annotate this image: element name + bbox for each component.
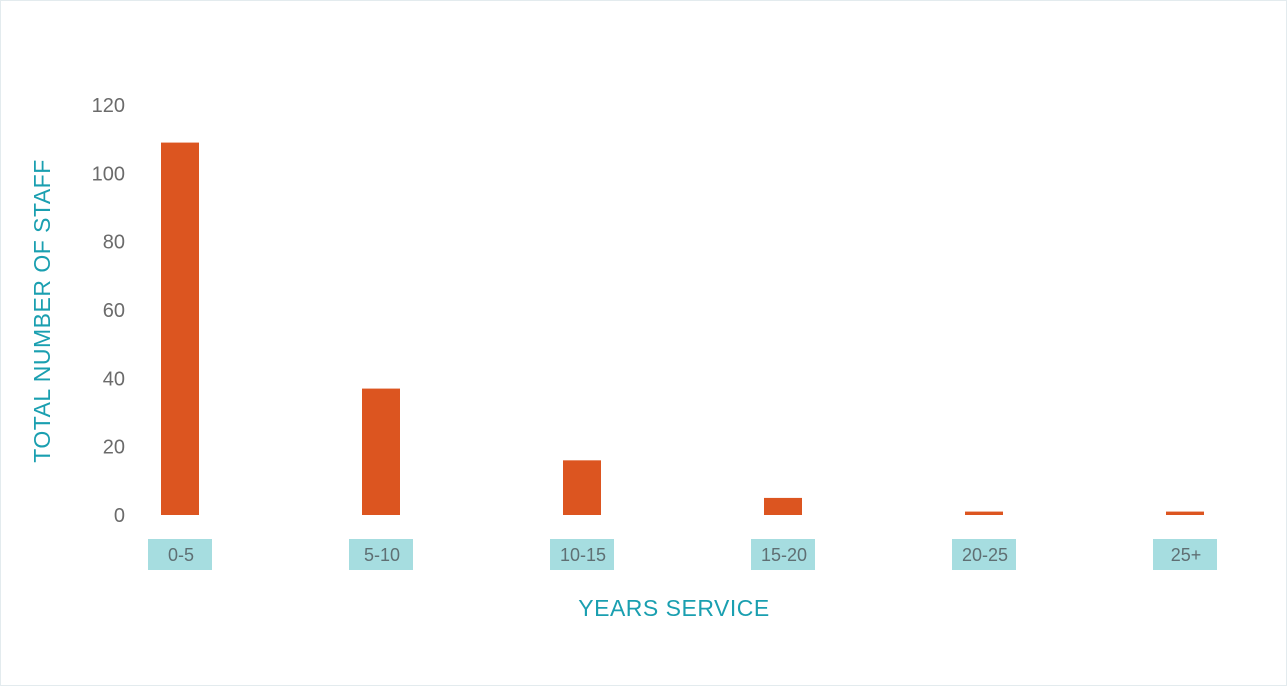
y-axis-title: TOTAL NUMBER OF STAFF <box>29 159 55 463</box>
x-category-label: 0-5 <box>168 545 194 565</box>
bar-25+ <box>1166 511 1204 515</box>
category-box <box>1153 539 1217 570</box>
bar-5-10 <box>362 388 400 515</box>
y-tick-label: 80 <box>103 232 125 254</box>
y-tick-label: 100 <box>92 163 125 185</box>
x-axis-categories: 0-5 5-10 10-15 15-20 20-25 25+ <box>148 539 1217 570</box>
y-tick-label: 60 <box>103 300 125 322</box>
bars <box>161 142 1204 516</box>
category-box <box>751 539 815 570</box>
x-category-label: 15-20 <box>761 545 807 565</box>
category-box <box>952 539 1016 570</box>
bar-15-20 <box>764 497 802 515</box>
x-category-label: 10-15 <box>560 545 606 565</box>
x-category-label: 20-25 <box>962 545 1008 565</box>
y-tick-label: 20 <box>103 437 125 459</box>
bar-20-25 <box>965 511 1003 515</box>
x-category-label: 25+ <box>1171 545 1202 565</box>
bar-10-15 <box>563 460 601 515</box>
y-tick-label: 120 <box>92 95 125 117</box>
y-axis-ticks: 0 20 40 60 80 100 120 <box>92 95 125 527</box>
category-box <box>148 539 212 570</box>
y-tick-label: 40 <box>103 368 125 390</box>
bar-0-5 <box>161 142 199 516</box>
category-box <box>349 539 413 570</box>
y-tick-label: 0 <box>114 505 125 527</box>
category-box <box>550 539 614 570</box>
x-axis-title: YEARS SERVICE <box>578 595 769 621</box>
x-category-label: 5-10 <box>364 545 400 565</box>
